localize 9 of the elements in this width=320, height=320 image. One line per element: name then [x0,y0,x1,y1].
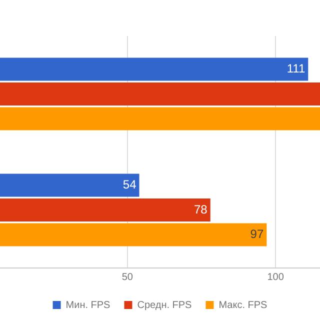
legend-label: Мин. FPS [66,300,111,311]
data-label: 111 [286,62,306,76]
data-label: 97 [250,227,264,242]
x-tick-label: 50 [122,272,134,283]
data-label: 78 [194,202,208,216]
legend-label: Средн. FPS [137,300,192,311]
x-tick-label: 100 [267,272,284,283]
legend-label: Макс. FPS [218,300,268,311]
data-label: 54 [122,178,137,192]
